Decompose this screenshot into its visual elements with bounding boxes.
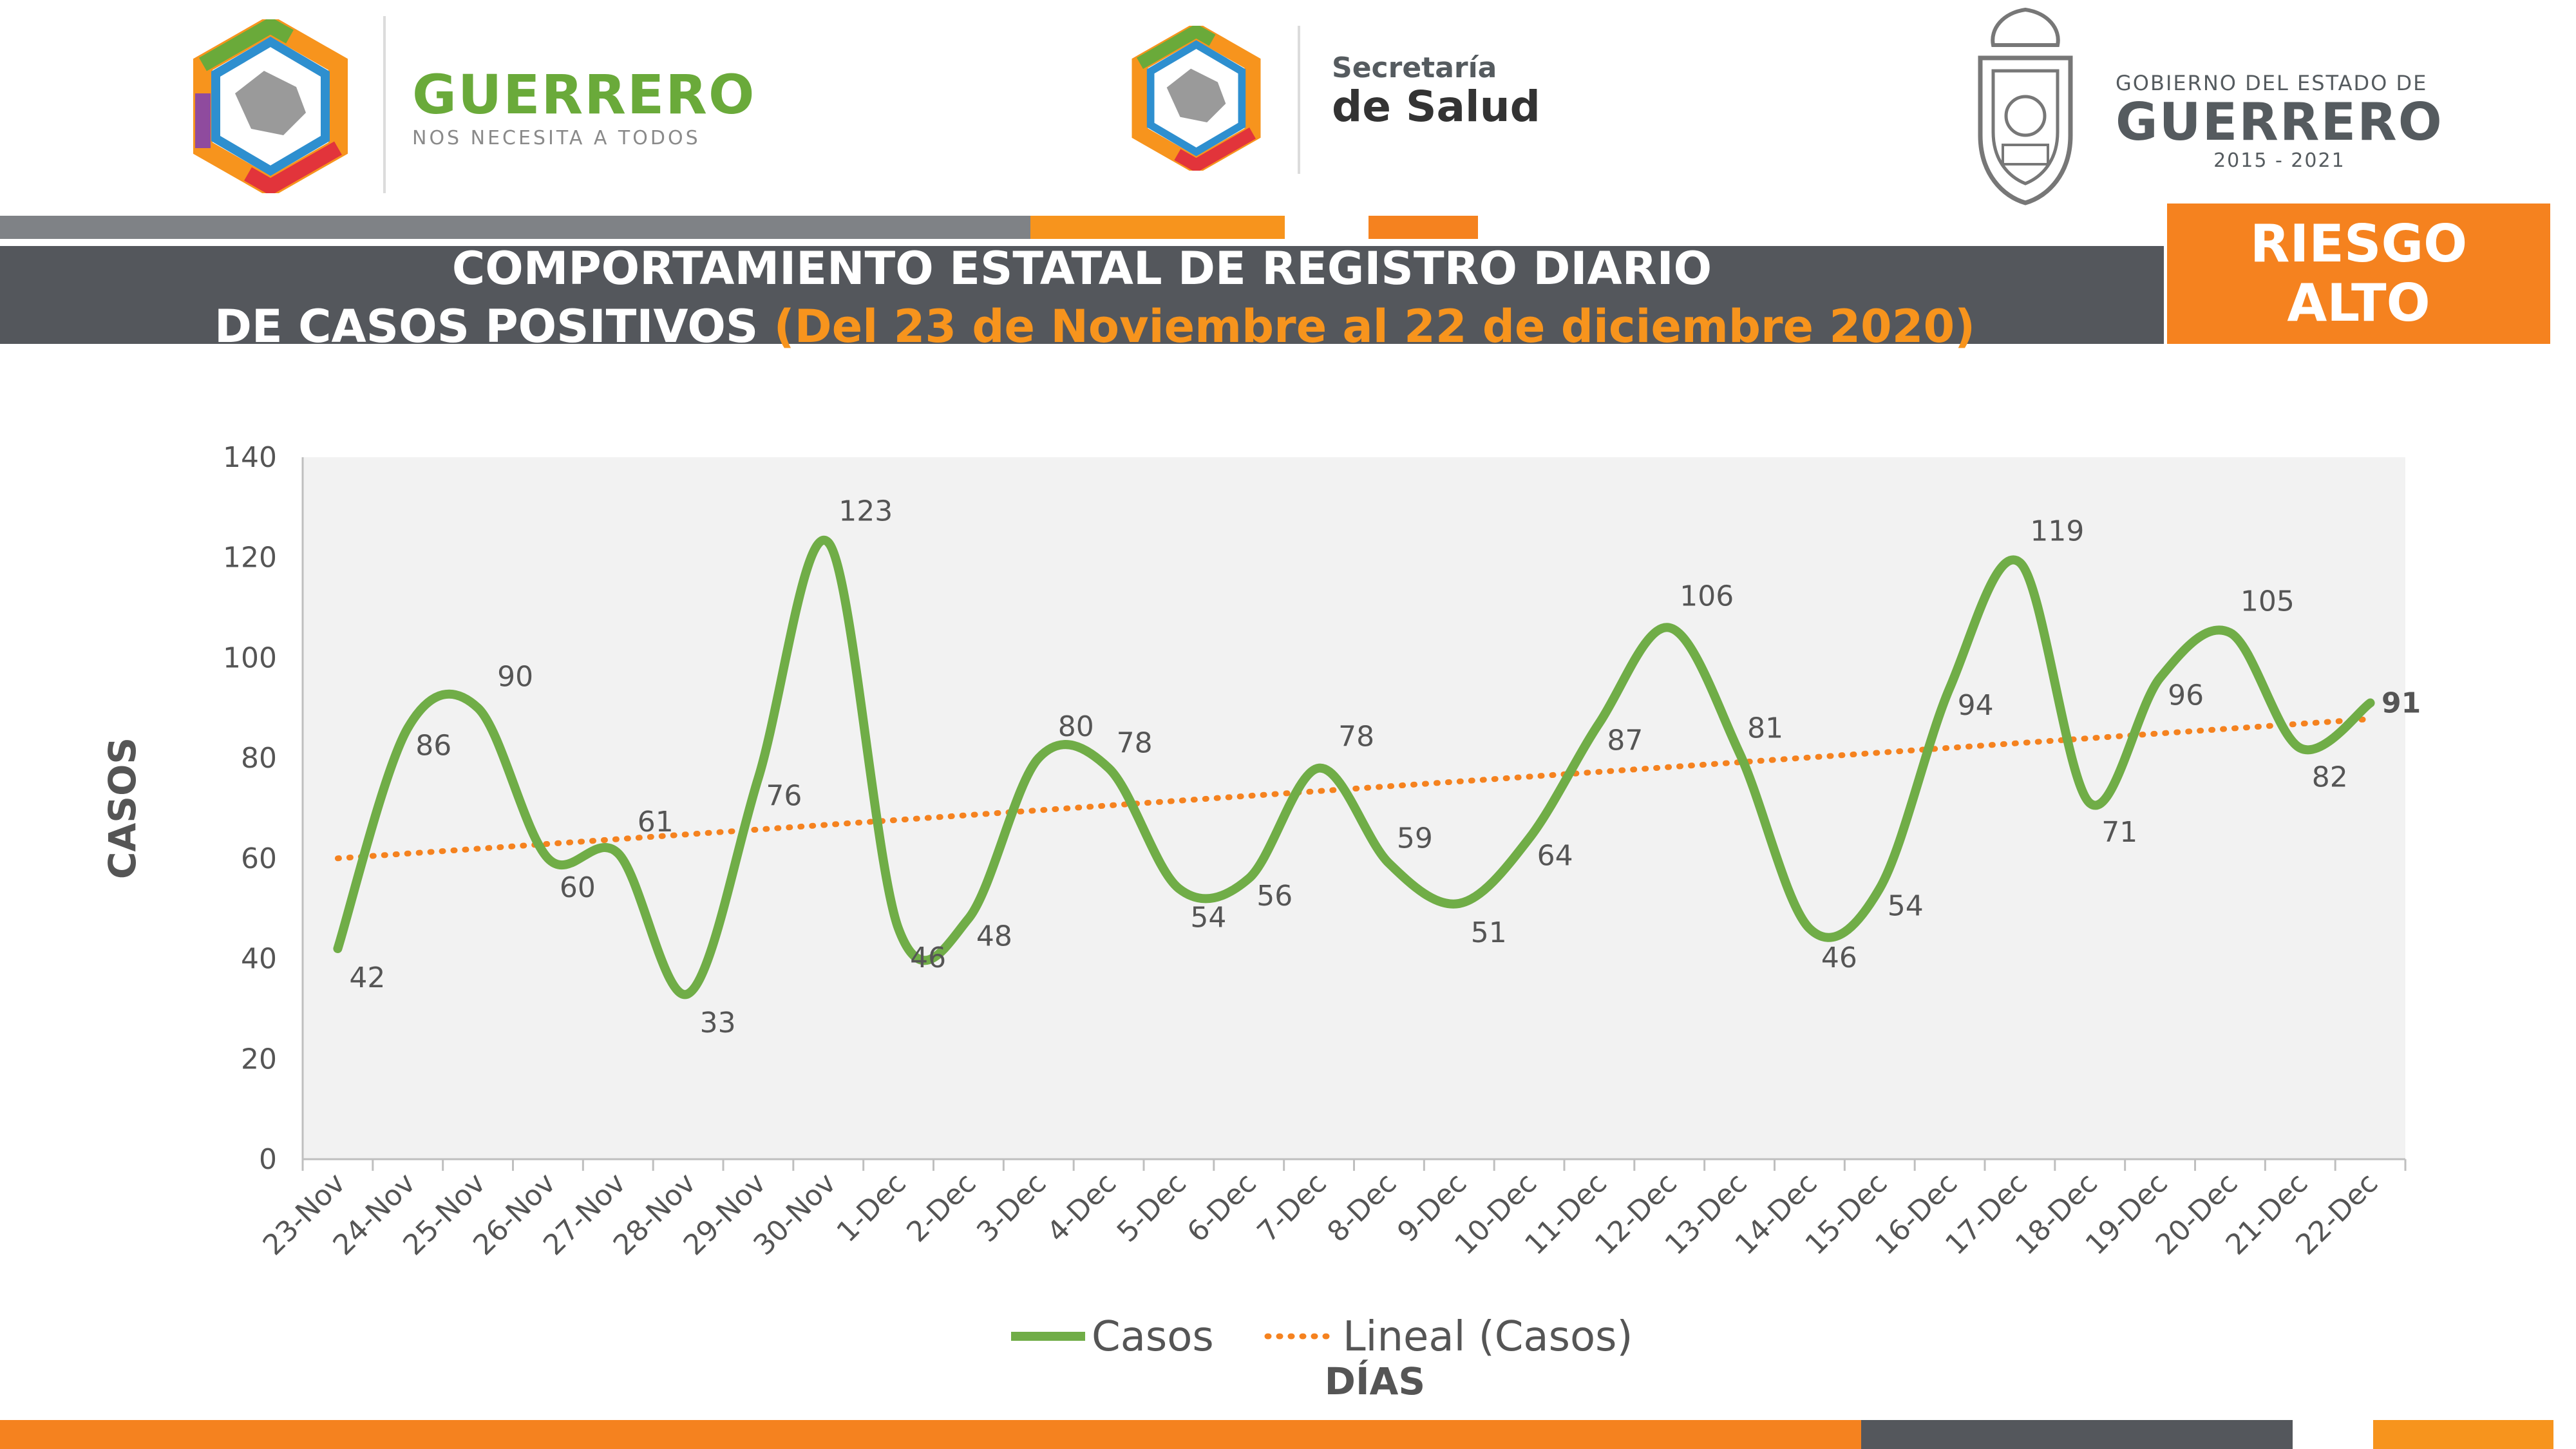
data-label: 46 bbox=[1821, 942, 1857, 974]
guerrero-slogan: NOS NECESITA A TODOS bbox=[412, 127, 701, 149]
emblem-ring bbox=[193, 19, 348, 193]
data-label: 48 bbox=[976, 920, 1012, 952]
data-label: 123 bbox=[838, 495, 893, 527]
data-labels: 42 86 90 60 61 33 76 123 46 48 80 78 54 56 78 59 51 64 87 1… bbox=[349, 495, 2421, 1039]
gobierno-wordmark: GOBIERNO DEL ESTADO DE GUERRERO 2015 - 2… bbox=[2116, 71, 2443, 172]
data-label: 78 bbox=[1338, 721, 1374, 753]
salud-line1: Secretaría bbox=[1332, 52, 1497, 84]
x-tick-label: 2-Dec bbox=[900, 1167, 982, 1249]
top-strip-orange-2 bbox=[1368, 216, 1478, 239]
bottom-strip-orange-2 bbox=[2373, 1420, 2553, 1449]
legend-label-trend: Lineal (Casos) bbox=[1343, 1313, 1633, 1361]
gobierno-logo bbox=[1964, 6, 2087, 206]
state-coat-of-arms-icon bbox=[1978, 7, 2073, 205]
y-tick-label: 0 bbox=[259, 1143, 277, 1176]
data-label: 61 bbox=[638, 806, 674, 838]
title-date-range: (Del 23 de Noviembre al 22 de diciembre … bbox=[773, 300, 1976, 353]
guerrero-title: GUERRERO bbox=[412, 63, 756, 126]
y-tick-label: 120 bbox=[223, 542, 277, 574]
data-label: 59 bbox=[1397, 822, 1433, 855]
x-tick-label: 4-Dec bbox=[1041, 1167, 1122, 1249]
gobierno-line2: GUERRERO bbox=[2116, 92, 2443, 152]
data-label: 105 bbox=[2240, 585, 2295, 618]
y-tick-label: 100 bbox=[223, 641, 277, 674]
x-axis: 23-Nov24-Nov25-Nov26-Nov27-Nov28-Nov29-N… bbox=[257, 1158, 2407, 1262]
x-tick-label: 6-Dec bbox=[1181, 1167, 1263, 1249]
data-label: 42 bbox=[349, 961, 385, 994]
page-title: COMPORTAMIENTO ESTATAL DE REGISTRO DIARI… bbox=[0, 240, 2164, 355]
y-axis-title: CASOS bbox=[100, 737, 144, 879]
data-label: 33 bbox=[700, 1007, 736, 1039]
data-label: 119 bbox=[2030, 515, 2084, 548]
data-label: 81 bbox=[1747, 712, 1783, 744]
data-label: 90 bbox=[497, 660, 533, 693]
series-line-casos bbox=[333, 536, 2375, 999]
data-label: 82 bbox=[2312, 761, 2348, 794]
guerrero-wordmark: GUERRERO NOS NECESITA A TODOS bbox=[412, 68, 755, 149]
legend: Casos Lineal (Casos) bbox=[1011, 1313, 1633, 1361]
salud-divider bbox=[1298, 26, 1300, 174]
data-label: 86 bbox=[415, 729, 451, 762]
x-tick-label: 1-Dec bbox=[831, 1167, 913, 1249]
logo-divider bbox=[383, 16, 386, 193]
title-line2-white: DE CASOS POSITIVOS bbox=[214, 300, 774, 353]
data-label: 80 bbox=[1058, 710, 1094, 743]
data-label: 106 bbox=[1680, 580, 1734, 613]
data-label: 71 bbox=[2101, 816, 2137, 849]
risk-line2: ALTO bbox=[2287, 273, 2430, 333]
top-strip-orange-1 bbox=[1030, 216, 1285, 239]
y-tick-label: 60 bbox=[241, 842, 277, 875]
data-label: 76 bbox=[766, 779, 802, 812]
x-tick-label: 5-Dec bbox=[1111, 1167, 1193, 1249]
trend-line bbox=[334, 715, 2374, 862]
salud-wordmark: Secretaría de Salud bbox=[1332, 52, 1540, 132]
y-tick-label: 140 bbox=[223, 441, 277, 474]
risk-line1: RIESGO bbox=[2249, 214, 2468, 274]
data-label: 94 bbox=[1958, 689, 1994, 722]
data-label: 60 bbox=[560, 871, 596, 904]
data-label: 51 bbox=[1471, 916, 1507, 949]
header-band bbox=[0, 246, 2164, 344]
x-tick-label: 7-Dec bbox=[1251, 1167, 1333, 1249]
guerrero-logo bbox=[184, 19, 357, 193]
bottom-strip-gray bbox=[1861, 1420, 2293, 1449]
x-tick-label: 3-Dec bbox=[971, 1167, 1052, 1249]
salud-logo bbox=[1124, 26, 1269, 171]
legend-label-casos: Casos bbox=[1092, 1313, 1214, 1361]
data-label: 54 bbox=[1888, 890, 1924, 923]
title-line1: COMPORTAMIENTO ESTATAL DE REGISTRO DIARI… bbox=[451, 242, 1712, 295]
gobierno-years: 2015 - 2021 bbox=[2213, 149, 2345, 172]
y-tick-label: 80 bbox=[241, 742, 277, 775]
data-label: 54 bbox=[1190, 902, 1226, 934]
salud-line2: de Salud bbox=[1332, 82, 1540, 132]
bottom-strip-orange bbox=[0, 1420, 1861, 1449]
data-label: 56 bbox=[1256, 880, 1293, 913]
salud-emblem-icon bbox=[1132, 26, 1261, 171]
risk-badge: RIESGO ALTO bbox=[2167, 204, 2550, 344]
data-label: 87 bbox=[1607, 724, 1643, 757]
data-label: 91 bbox=[2382, 687, 2421, 720]
y-axis: 0 20 40 60 80 100 120 140 bbox=[223, 441, 304, 1176]
data-label: 64 bbox=[1537, 840, 1573, 873]
top-strip-gray bbox=[0, 216, 1030, 239]
x-axis-title: DÍAS bbox=[1325, 1359, 1425, 1403]
casos-line-chart: 0 20 40 60 80 100 120 140 23-Nov24-Nov25-Nov26-… bbox=[100, 441, 2421, 1403]
x-tick-label: 8-Dec bbox=[1321, 1167, 1403, 1249]
data-label: 96 bbox=[2168, 679, 2204, 712]
y-tick-label: 40 bbox=[241, 943, 277, 976]
title-line2: DE CASOS POSITIVOS (Del 23 de Noviembre … bbox=[0, 298, 2164, 355]
data-label: 46 bbox=[910, 942, 946, 974]
data-label: 78 bbox=[1117, 727, 1153, 760]
y-tick-label: 20 bbox=[241, 1043, 277, 1075]
gobierno-line1: GOBIERNO DEL ESTADO DE bbox=[2116, 71, 2428, 95]
guerrero-emblem-icon bbox=[193, 19, 348, 193]
